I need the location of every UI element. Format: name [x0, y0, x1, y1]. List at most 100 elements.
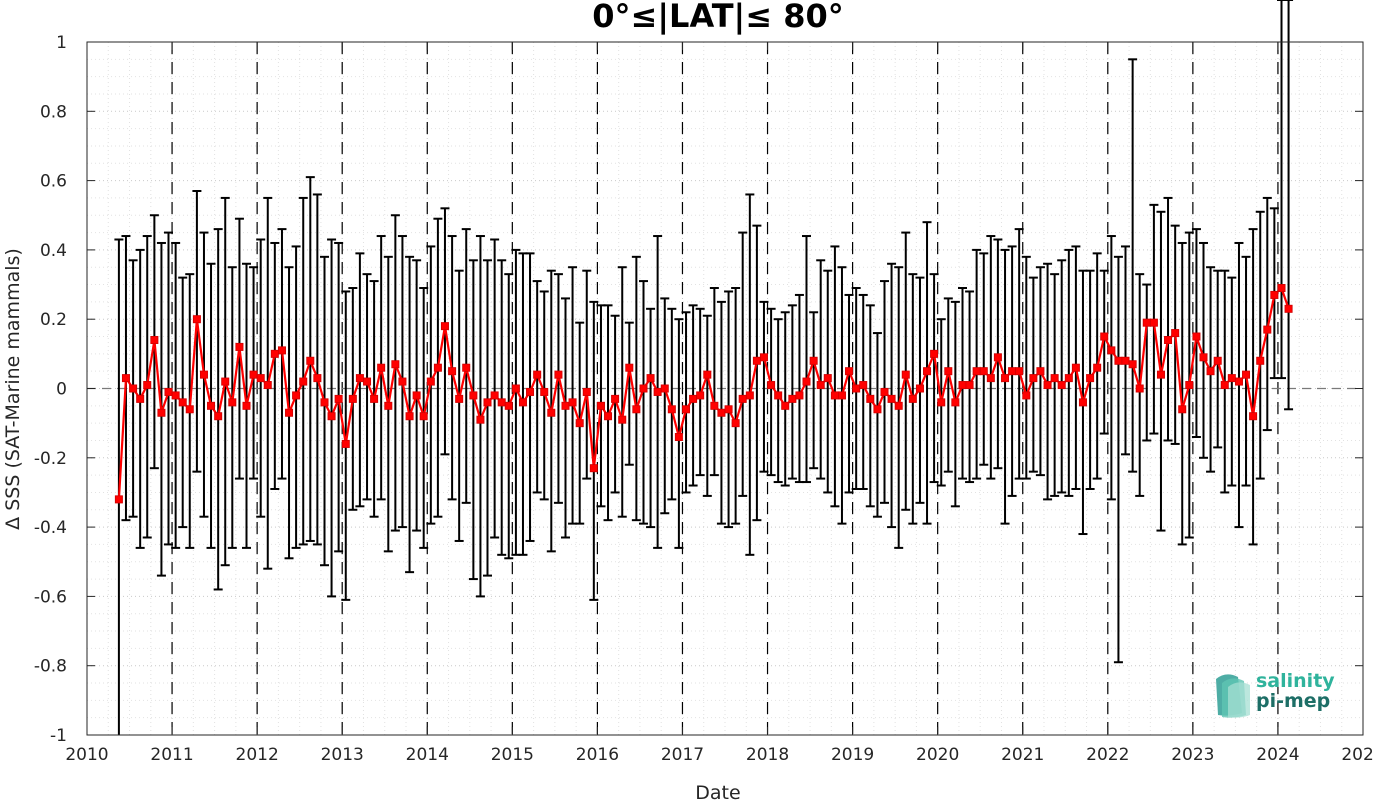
mean-point: [1206, 367, 1215, 376]
mean-point: [667, 405, 676, 414]
y-tick-label: -0.8: [34, 657, 67, 677]
y-tick-label: 0.2: [40, 310, 67, 330]
mean-point: [348, 394, 357, 403]
mean-point: [1149, 318, 1158, 327]
error-bar: [390, 214, 400, 532]
mean-point: [653, 387, 662, 396]
error-bar: [1000, 248, 1010, 525]
error-bar: [1106, 235, 1116, 501]
mean-point: [249, 370, 258, 379]
mean-point: [476, 415, 485, 424]
error-bar: [801, 235, 811, 484]
x-tick-label: 2022: [1086, 745, 1129, 765]
mean-point: [1234, 377, 1243, 386]
mean-point: [660, 384, 669, 393]
mean-point: [689, 394, 698, 403]
mean-point: [915, 384, 924, 393]
mean-point: [802, 377, 811, 386]
x-tick-label: 2010: [65, 745, 108, 765]
mean-point: [1064, 374, 1073, 383]
mean-point: [816, 381, 825, 390]
mean-point: [171, 391, 180, 400]
mean-point: [384, 401, 393, 410]
error-bar: [490, 238, 500, 539]
mean-point: [561, 401, 570, 410]
mean-point: [682, 405, 691, 414]
mean-point: [767, 381, 776, 390]
error-bar: [667, 307, 677, 501]
error-bar: [213, 228, 223, 591]
mean-point: [958, 381, 967, 390]
mean-point: [788, 394, 797, 403]
x-tick-label: 2025: [1341, 745, 1374, 765]
mean-point: [703, 370, 712, 379]
mean-point: [1029, 374, 1038, 383]
mean-point: [830, 391, 839, 400]
x-tick-label: 2017: [661, 745, 704, 765]
mean-point: [745, 391, 754, 400]
mean-point: [774, 391, 783, 400]
mean-point: [866, 394, 875, 403]
y-axis: -1 -0.8 -0.6 -0.4 -0.2 0 0.2 0.4 0.6 0.8 1: [34, 33, 1363, 746]
error-bar: [504, 273, 514, 560]
x-tick-label: 2024: [1256, 745, 1299, 765]
mean-point: [582, 387, 591, 396]
error-bar: [752, 224, 762, 522]
mean-point: [759, 353, 768, 362]
error-bar: [872, 332, 882, 518]
error-bar: [270, 241, 280, 490]
mean-point: [448, 367, 457, 376]
error-bar: [631, 255, 641, 522]
mean-point: [114, 495, 123, 504]
mean-point: [979, 367, 988, 376]
mean-point: [483, 398, 492, 407]
mean-point: [1050, 374, 1059, 383]
mean-point: [809, 356, 818, 365]
mean-point: [518, 398, 527, 407]
x-tick-label: 2019: [831, 745, 874, 765]
mean-point: [923, 367, 932, 376]
y-tick-label: 0.4: [40, 241, 67, 261]
mean-point: [235, 342, 244, 351]
mean-point: [299, 377, 308, 386]
mean-point: [398, 377, 407, 386]
mean-point: [1001, 374, 1010, 383]
mean-point: [625, 363, 634, 372]
error-bar: [525, 252, 535, 542]
mean-point: [873, 405, 882, 414]
mean-point: [1114, 356, 1123, 365]
mean-point: [1100, 332, 1109, 341]
mean-point: [1220, 381, 1229, 390]
mean-point: [136, 394, 145, 403]
error-bar: [1177, 241, 1187, 546]
mean-point: [639, 384, 648, 393]
mean-point: [1093, 363, 1102, 372]
mean-point: [837, 391, 846, 400]
mean-point: [292, 391, 301, 400]
mean-point: [1270, 290, 1279, 299]
mean-point: [1128, 360, 1137, 369]
mean-point: [277, 346, 286, 355]
x-tick-label: 2014: [406, 745, 449, 765]
mean-point: [150, 335, 159, 344]
mean-point: [618, 415, 627, 424]
error-bar: [1057, 259, 1067, 494]
error-bar: [731, 287, 741, 525]
mean-point: [1036, 367, 1045, 376]
error-bar: [816, 259, 826, 480]
mean-point: [724, 405, 733, 414]
mean-point: [901, 370, 910, 379]
mean-point: [363, 377, 372, 386]
y-axis-label: Δ SSS (SAT-Marine mammals): [2, 248, 24, 530]
mean-point: [731, 419, 740, 428]
mean-point: [568, 398, 577, 407]
mean-point: [433, 363, 442, 372]
mean-point: [192, 315, 201, 324]
mean-point: [908, 394, 917, 403]
mean-point: [1227, 374, 1236, 383]
mean-point: [937, 398, 946, 407]
mean-point: [596, 401, 605, 410]
mean-point: [887, 394, 896, 403]
error-bar: [454, 269, 464, 542]
mean-point: [370, 394, 379, 403]
